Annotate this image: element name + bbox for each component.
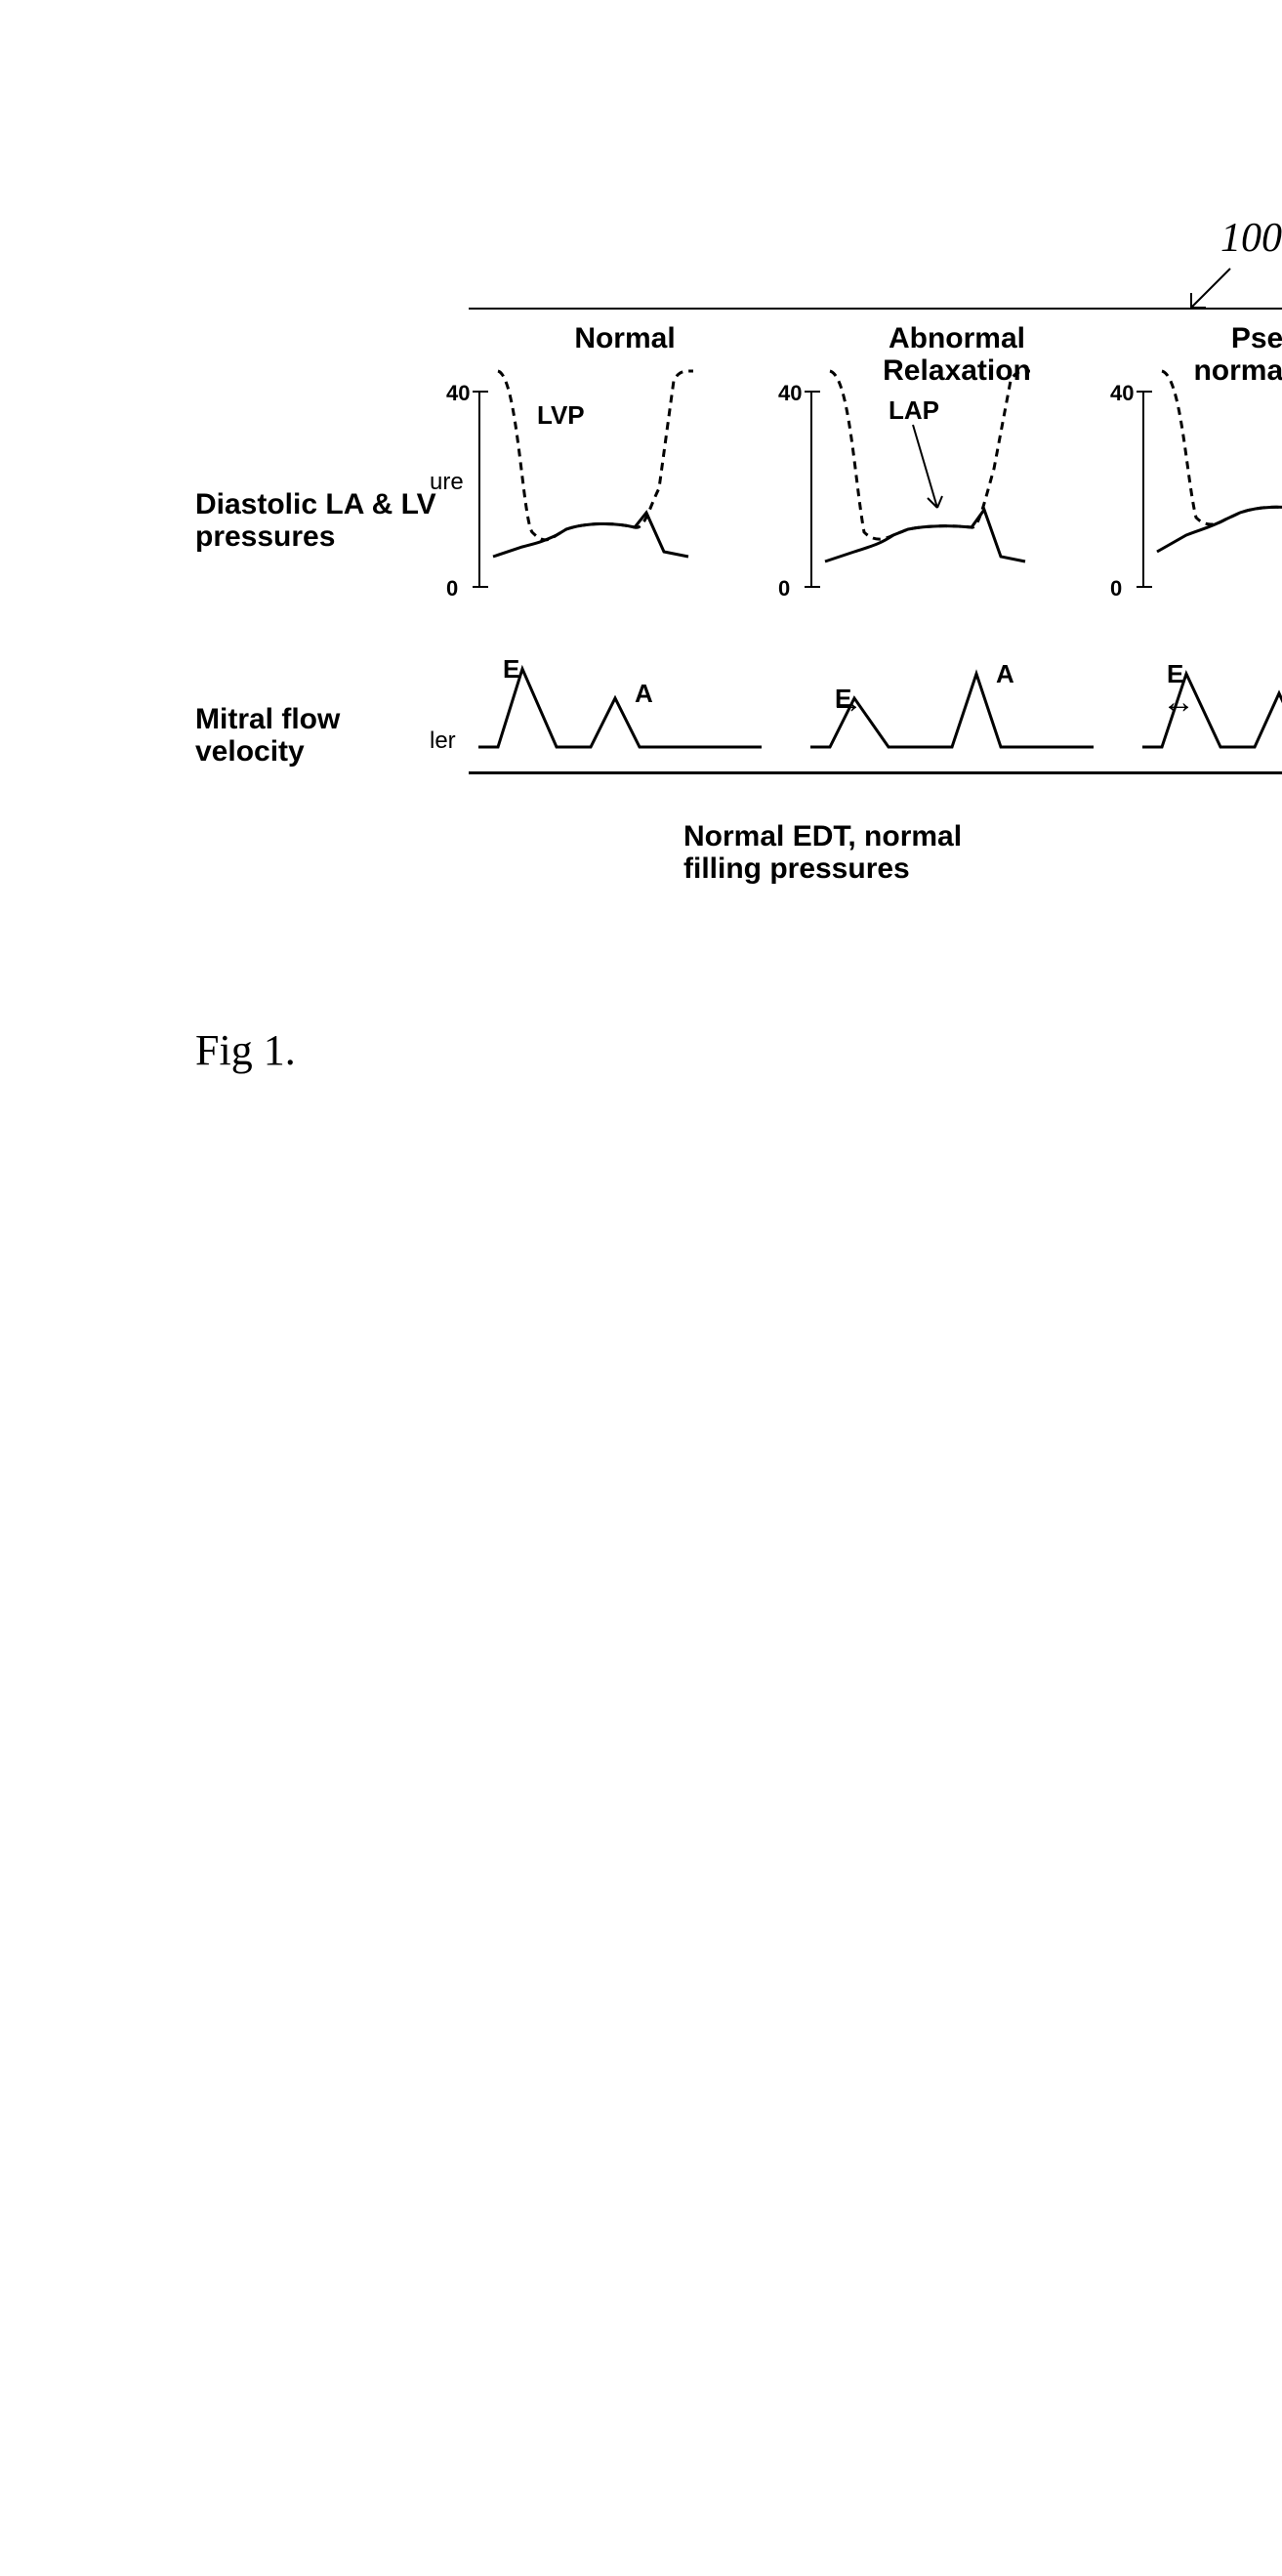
pressure-cell-normal: 40 0 LVP <box>478 391 810 644</box>
divider-top <box>469 308 1282 310</box>
truncated-ure: ure <box>430 469 464 496</box>
pressure-curve-normal <box>488 361 762 605</box>
a-label: A <box>635 679 653 709</box>
row-label-mitral: Mitral flow velocity <box>195 703 439 768</box>
y-40: 40 <box>446 381 470 406</box>
figure-page: 100 110 } 120 } Normal Abnormal Relaxati… <box>0 0 1282 1282</box>
bottom-note-left: Normal EDT, normal filling pressures <box>683 820 962 885</box>
figure-caption: Fig 1. <box>195 1025 296 1075</box>
arrow-col2: → <box>830 684 863 722</box>
row-label-pressures: Diastolic LA & LV pressures <box>195 488 439 553</box>
y-0: 0 <box>1110 576 1122 602</box>
mitral-wave-normal <box>478 644 771 752</box>
truncated-ler: ler <box>430 727 456 755</box>
mitral-cell-normal: E A <box>478 644 810 771</box>
ref-arrow-100 <box>1181 264 1240 312</box>
y-axis: 40 0 <box>478 391 480 586</box>
pressure-cell-abnormal: 40 0 LAP <box>810 391 1142 644</box>
divider-mitral <box>469 771 1282 774</box>
y-axis: 40 0 <box>1142 391 1144 586</box>
y-0: 0 <box>446 576 458 602</box>
y-axis: 40 0 <box>810 391 812 586</box>
y-40: 40 <box>1110 381 1134 406</box>
y-40: 40 <box>778 381 802 406</box>
header-normal: Normal <box>478 322 771 354</box>
ref-number-100: 100 <box>1220 215 1282 262</box>
a-label: A <box>996 659 1014 689</box>
arrow-col3: ↔ <box>1162 684 1195 722</box>
y-0: 0 <box>778 576 790 602</box>
e-label: E <box>503 654 519 685</box>
pressure-curve-pseudo <box>1152 361 1282 605</box>
pressure-curve-abnormal <box>820 361 1094 605</box>
pressure-cell-pseudo: 40 0 <box>1142 391 1282 644</box>
